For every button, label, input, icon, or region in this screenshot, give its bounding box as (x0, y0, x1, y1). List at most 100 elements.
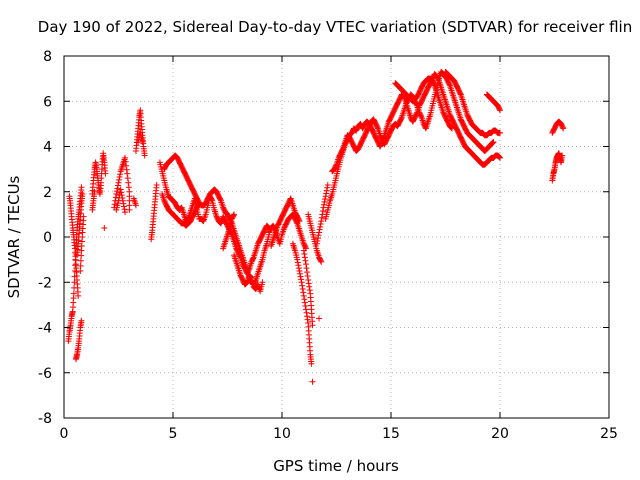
data-point (297, 273, 304, 280)
data-point (118, 189, 125, 196)
data-point (301, 299, 308, 306)
data-point (79, 191, 86, 198)
data-point (298, 279, 305, 286)
data-point (304, 316, 311, 323)
data-point (457, 90, 464, 97)
data-point (195, 201, 202, 208)
data-point (323, 190, 330, 197)
data-point (322, 193, 329, 200)
data-point (559, 124, 566, 131)
data-point (116, 176, 123, 183)
data-point (398, 115, 405, 122)
data-point (318, 218, 325, 225)
data-point (302, 306, 309, 313)
data-point (113, 188, 120, 195)
data-point (247, 273, 254, 280)
data-point (75, 292, 82, 299)
data-point (196, 200, 203, 207)
data-points (65, 68, 567, 385)
data-point (318, 214, 325, 221)
data-point (306, 287, 313, 294)
data-point (489, 140, 496, 147)
data-point (303, 265, 310, 272)
data-point (413, 101, 420, 108)
data-point (252, 278, 259, 285)
data-point (122, 158, 129, 165)
data-point (302, 257, 309, 264)
data-point (300, 247, 307, 254)
y-tick-label: -6 (38, 366, 52, 382)
data-point (317, 220, 324, 227)
data-point (301, 254, 308, 261)
data-point (449, 125, 456, 132)
data-point (101, 224, 108, 231)
data-point (247, 274, 254, 281)
data-point (300, 292, 307, 299)
data-point (306, 283, 313, 290)
data-point (119, 194, 126, 201)
data-point (78, 252, 85, 259)
data-point (70, 290, 77, 297)
data-point (115, 179, 122, 186)
data-point (119, 197, 126, 204)
data-point (314, 235, 321, 242)
data-point (321, 198, 328, 205)
data-point (314, 237, 321, 244)
data-point (313, 240, 320, 247)
data-point (77, 267, 84, 274)
data-point (78, 184, 85, 191)
data-point (123, 166, 130, 173)
data-point (120, 203, 127, 210)
data-point (496, 154, 503, 161)
data-point (320, 201, 327, 208)
data-point (496, 106, 503, 113)
y-tick-label: 2 (43, 185, 52, 201)
data-point (489, 139, 496, 146)
data-point (308, 360, 315, 367)
data-point (294, 256, 301, 263)
data-point (560, 125, 567, 132)
data-point (301, 250, 308, 257)
data-point (296, 218, 303, 225)
data-point (446, 81, 453, 88)
x-tick-label: 20 (491, 426, 509, 442)
data-point (102, 170, 109, 177)
data-point (324, 184, 331, 191)
data-point (300, 289, 307, 296)
data-point (317, 257, 324, 264)
data-point (217, 196, 224, 203)
data-point (121, 206, 128, 213)
data-point (309, 322, 316, 329)
data-point (124, 175, 131, 182)
data-point (324, 181, 331, 188)
data-point (139, 138, 146, 145)
data-point (374, 124, 381, 131)
data-point (125, 179, 132, 186)
x-tick-label: 10 (273, 426, 291, 442)
data-point (305, 276, 312, 283)
data-point (298, 276, 305, 283)
data-point (112, 194, 119, 201)
data-point (322, 196, 329, 203)
data-point (304, 313, 311, 320)
data-point (302, 303, 309, 310)
data-point (295, 262, 302, 269)
x-axis-label: GPS time / hours (273, 457, 399, 475)
data-point (141, 152, 148, 159)
data-point (323, 187, 330, 194)
data-point (116, 174, 123, 181)
data-point (305, 280, 312, 287)
data-point (122, 209, 129, 216)
data-point (497, 129, 503, 136)
data-point (316, 315, 323, 322)
data-point (296, 270, 303, 277)
data-point (118, 192, 125, 199)
data-point (303, 309, 310, 316)
data-point (113, 191, 120, 198)
y-tick-label: -8 (38, 411, 52, 427)
data-point (295, 217, 302, 224)
chart-title: Day 190 of 2022, Sidereal Day-to-day VTE… (38, 18, 632, 36)
data-point (230, 212, 237, 219)
